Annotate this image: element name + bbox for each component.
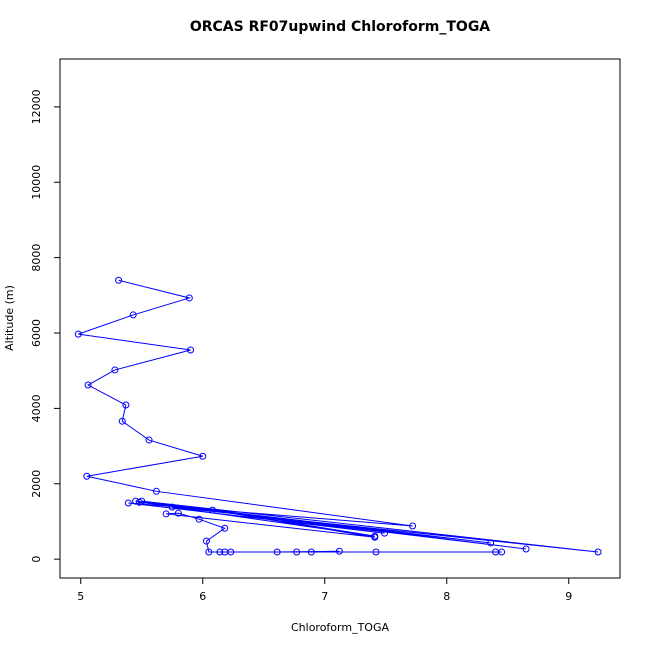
point (174, 509, 182, 517)
x-tick-label: 6 (199, 590, 206, 603)
point (122, 401, 130, 409)
point (187, 346, 195, 354)
point (371, 533, 379, 541)
y-tick-label: 6000 (30, 319, 43, 347)
y-tick-label: 8000 (30, 244, 43, 272)
point (124, 499, 132, 507)
point (138, 497, 146, 505)
point (381, 529, 389, 537)
y-tick-label: 4000 (30, 394, 43, 422)
point (199, 452, 207, 460)
point (111, 366, 119, 374)
point (487, 539, 495, 547)
point (522, 545, 530, 553)
x-tick-label: 9 (565, 590, 572, 603)
point (195, 515, 203, 523)
chart-title: ORCAS RF07upwind Chloroform_TOGA (190, 19, 490, 35)
plot-frame (59, 58, 621, 579)
x-axis-label: Chloroform_TOGA (291, 621, 389, 634)
point (168, 503, 176, 511)
series-line (78, 279, 599, 553)
point (185, 294, 193, 302)
point (221, 524, 229, 532)
point (202, 537, 210, 545)
x-tick-label: 8 (443, 590, 450, 603)
point (205, 548, 213, 556)
point (372, 548, 380, 556)
y-tick-label: 12000 (30, 89, 43, 124)
point (115, 276, 123, 284)
y-tick-label: 0 (30, 556, 43, 563)
point (307, 548, 315, 556)
point (273, 548, 281, 556)
y-tick-label: 2000 (30, 470, 43, 498)
x-tick-label: 7 (321, 590, 328, 603)
point (409, 522, 417, 530)
point (594, 548, 602, 556)
y-tick-label: 10000 (30, 165, 43, 200)
point (152, 487, 160, 495)
point (84, 381, 92, 389)
point (145, 436, 153, 444)
point (74, 330, 82, 338)
point (209, 506, 217, 514)
x-tick-label: 5 (77, 590, 84, 603)
point (83, 472, 91, 480)
point (335, 547, 343, 555)
point (221, 548, 229, 556)
point (216, 548, 224, 556)
point (118, 417, 126, 425)
point (129, 311, 137, 319)
point (162, 510, 170, 518)
point (498, 548, 506, 556)
point (293, 548, 301, 556)
y-axis-label: Altitude (m) (3, 285, 16, 351)
